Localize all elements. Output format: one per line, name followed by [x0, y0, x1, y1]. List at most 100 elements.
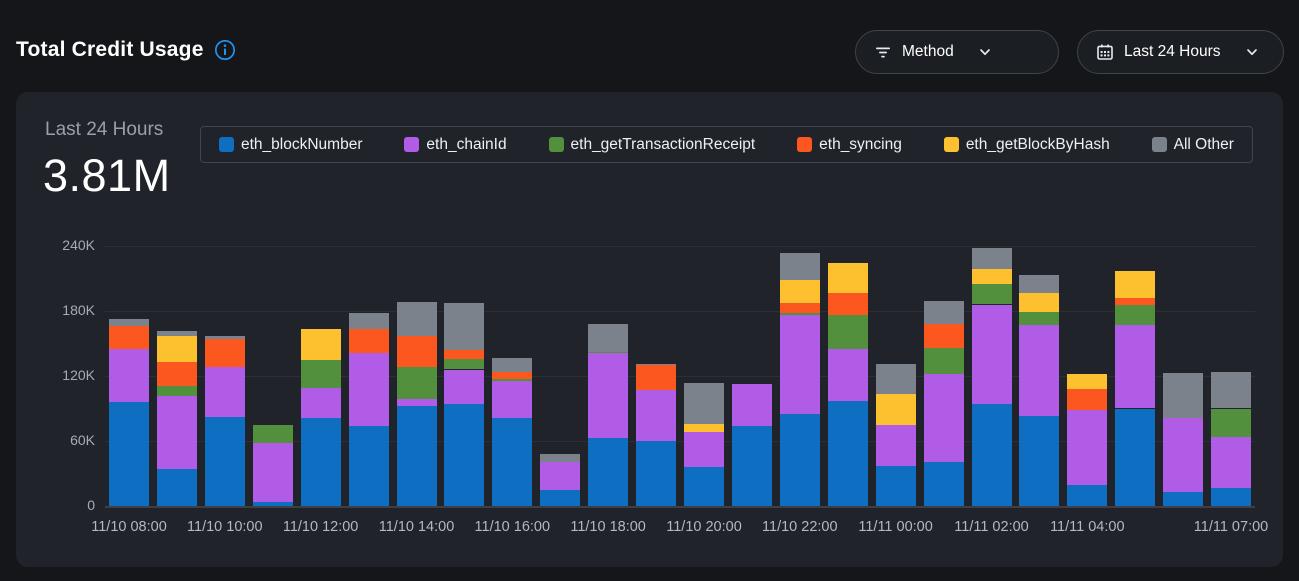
legend-item[interactable]: eth_syncing — [797, 136, 902, 154]
bar-segment[interactable] — [1115, 270, 1156, 298]
bar-segment[interactable] — [1115, 304, 1156, 326]
bar-segment[interactable] — [588, 324, 629, 353]
bar-segment[interactable] — [204, 335, 245, 340]
bar-segment[interactable] — [827, 263, 868, 293]
bar-segment[interactable] — [779, 313, 820, 316]
bar-segment[interactable] — [348, 425, 389, 506]
bar-segment[interactable] — [540, 489, 581, 507]
bar-segment[interactable] — [444, 303, 485, 350]
bar-segment[interactable] — [779, 279, 820, 304]
bar-segment[interactable] — [971, 304, 1012, 405]
bar-segment[interactable] — [204, 367, 245, 418]
bar-segment[interactable] — [1115, 325, 1156, 409]
bar-segment[interactable] — [252, 443, 293, 502]
bar-segment[interactable] — [1019, 292, 1060, 313]
bar-segment[interactable] — [252, 501, 293, 506]
legend-item[interactable]: eth_blockNumber — [219, 136, 362, 154]
bar-segment[interactable] — [1163, 491, 1204, 506]
bar-segment[interactable] — [875, 394, 916, 425]
legend-item[interactable]: All Other — [1151, 136, 1234, 154]
bar-segment[interactable] — [492, 371, 533, 380]
bar-segment[interactable] — [492, 357, 533, 372]
bar-segment[interactable] — [1115, 298, 1156, 305]
method-dropdown[interactable]: Method — [855, 30, 1059, 74]
bar-segment[interactable] — [1163, 372, 1204, 419]
bar-segment[interactable] — [204, 339, 245, 368]
bar-segment[interactable] — [827, 400, 868, 506]
bar-segment[interactable] — [1211, 371, 1251, 409]
bar-segment[interactable] — [779, 315, 820, 414]
bar-segment[interactable] — [1019, 416, 1060, 506]
bar-segment[interactable] — [684, 382, 724, 424]
bar-segment[interactable] — [300, 359, 341, 388]
legend-item[interactable]: eth_chainId — [404, 136, 507, 154]
bar-segment[interactable] — [1211, 487, 1251, 506]
bar-segment[interactable] — [971, 404, 1012, 506]
bar-segment[interactable] — [684, 423, 724, 433]
bar-segment[interactable] — [636, 364, 676, 366]
bar-segment[interactable] — [396, 398, 437, 407]
bar-segment[interactable] — [444, 369, 485, 405]
bar-segment[interactable] — [444, 358, 485, 370]
bar-segment[interactable] — [971, 268, 1012, 284]
bar-segment[interactable] — [779, 252, 820, 280]
bar-segment[interactable] — [1115, 408, 1156, 506]
bar-segment[interactable] — [684, 467, 724, 506]
bar-segment[interactable] — [636, 390, 676, 441]
bar-segment[interactable] — [492, 418, 533, 507]
bar-segment[interactable] — [300, 329, 341, 360]
bar-segment[interactable] — [156, 335, 197, 362]
bar-segment[interactable] — [971, 283, 1012, 305]
bar-segment[interactable] — [1019, 325, 1060, 417]
bar-segment[interactable] — [875, 364, 916, 395]
bar-segment[interactable] — [1019, 312, 1060, 326]
bar-segment[interactable] — [684, 432, 724, 467]
bar-segment[interactable] — [109, 318, 149, 327]
bar-segment[interactable] — [923, 461, 964, 506]
bar-segment[interactable] — [348, 353, 389, 426]
bar-segment[interactable] — [444, 350, 485, 359]
bar-segment[interactable] — [396, 335, 437, 368]
bar-segment[interactable] — [492, 379, 533, 382]
bar-segment[interactable] — [156, 395, 197, 470]
bar-segment[interactable] — [109, 402, 149, 506]
bar-segment[interactable] — [588, 352, 629, 354]
bar-segment[interactable] — [827, 348, 868, 401]
bar-segment[interactable] — [1019, 275, 1060, 293]
bar-segment[interactable] — [875, 424, 916, 466]
bar-segment[interactable] — [396, 406, 437, 506]
bar-segment[interactable] — [396, 302, 437, 336]
bar-segment[interactable] — [779, 303, 820, 314]
bar-segment[interactable] — [156, 330, 197, 336]
bar-segment[interactable] — [156, 361, 197, 386]
bar-segment[interactable] — [1067, 373, 1108, 389]
bar-segment[interactable] — [971, 248, 1012, 269]
bar-segment[interactable] — [348, 313, 389, 330]
legend-item[interactable]: eth_getBlockByHash — [943, 136, 1110, 154]
bar-segment[interactable] — [300, 418, 341, 507]
bar-segment[interactable] — [827, 315, 868, 349]
bar-segment[interactable] — [1067, 409, 1108, 486]
bar-segment[interactable] — [1211, 436, 1251, 488]
bar-segment[interactable] — [731, 383, 772, 426]
bar-segment[interactable] — [109, 348, 149, 402]
bar-segment[interactable] — [731, 425, 772, 506]
bar-segment[interactable] — [109, 326, 149, 349]
date-range-dropdown[interactable]: Last 24 Hours — [1077, 30, 1284, 74]
bar-segment[interactable] — [636, 441, 676, 506]
bar-segment[interactable] — [348, 329, 389, 354]
bar-segment[interactable] — [779, 413, 820, 506]
bar-segment[interactable] — [300, 387, 341, 419]
bar-segment[interactable] — [252, 424, 293, 444]
bar-segment[interactable] — [540, 461, 581, 490]
legend-item[interactable]: eth_getTransactionReceipt — [548, 136, 755, 154]
bar-segment[interactable] — [156, 385, 197, 396]
bar-segment[interactable] — [827, 292, 868, 316]
bar-segment[interactable] — [923, 324, 964, 348]
bar-segment[interactable] — [396, 367, 437, 399]
bar-segment[interactable] — [540, 454, 581, 462]
bar-segment[interactable] — [923, 347, 964, 374]
bar-segment[interactable] — [636, 365, 676, 391]
bar-segment[interactable] — [875, 465, 916, 506]
bar-segment[interactable] — [204, 417, 245, 506]
